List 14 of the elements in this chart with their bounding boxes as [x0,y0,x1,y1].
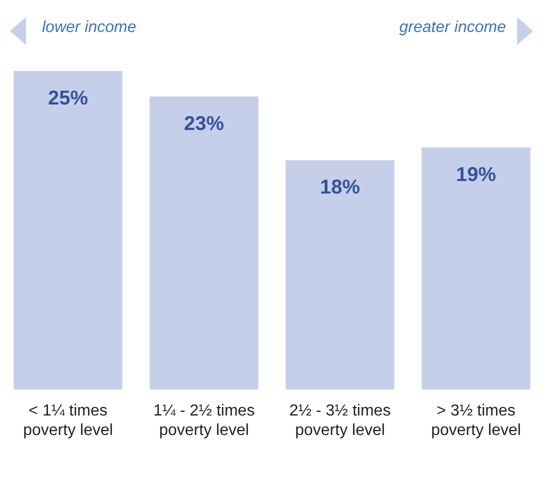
data-label: 18% [320,176,360,199]
data-label: 19% [456,164,496,186]
text: lower income [42,19,136,37]
x-tick-label: 1¼ - 2½ times poverty level [153,402,255,439]
x-tick-label: < 1¼ times poverty level [23,402,113,439]
text: greater income [399,19,506,37]
data-label: 25% [48,88,88,110]
x-tick-label: > 3½ times poverty level [431,402,521,439]
bar [286,160,394,390]
x-tick-label: 2½ - 3½ times poverty level [289,402,391,439]
bar [14,71,122,390]
bar [422,147,530,390]
bar [150,96,258,390]
data-label: 23% [184,113,224,136]
